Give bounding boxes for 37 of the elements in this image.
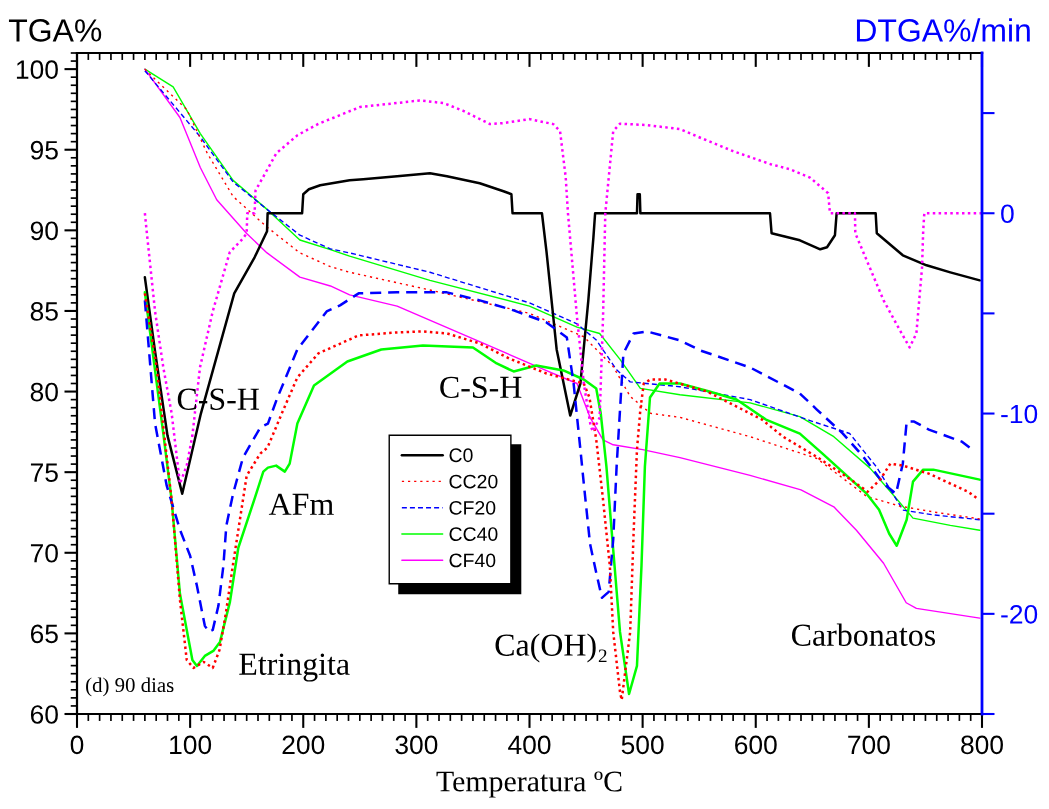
legend-label: CF20 [449, 500, 496, 515]
annotation: Ca(OH)₂ [495, 633, 607, 663]
y-axis-title: TGA% [8, 19, 102, 42]
legend-label: CF40 [449, 553, 496, 568]
legend-label: CC20 [449, 474, 498, 489]
x-axis-title: Temperatura ºC [436, 771, 622, 798]
x-tick-label: 0 [70, 735, 84, 755]
x-tick-label: 200 [282, 735, 325, 755]
annotation: Etringita [239, 653, 350, 682]
line-series [143, 171, 981, 495]
x-tick-label: 700 [848, 735, 890, 755]
x-tick-label: 400 [508, 735, 551, 755]
y2-tick-label: 0 [1001, 204, 1014, 224]
y2-tick-label: -20 [1001, 604, 1038, 624]
y2-tick-label: -10 [1001, 404, 1038, 424]
legend-label: CC40 [449, 527, 498, 542]
legend-label: C0 [449, 448, 473, 463]
x-tick-label: 300 [395, 735, 438, 755]
x-tick-label: 600 [735, 735, 777, 755]
y-tick-label: 90 [30, 221, 58, 241]
annotation: Carbonatos [792, 623, 936, 646]
y-tick-label: 80 [30, 382, 58, 402]
x-tick-label: 100 [170, 735, 212, 755]
annotation: C-S-H [440, 376, 522, 399]
y2-axis-title: DTGA%/min [856, 18, 1030, 42]
annotation: (d) 90 dias [86, 677, 174, 697]
annotation: AFm [268, 493, 334, 515]
y-tick-label: 100 [16, 60, 58, 79]
y-tick-label: 95 [30, 140, 58, 160]
x-tick-label: 800 [961, 735, 1003, 755]
y-tick-label: 70 [30, 543, 58, 563]
y-tick-label: 75 [30, 463, 58, 482]
y-tick-label: 65 [30, 624, 58, 644]
y-tick-label: 60 [30, 705, 58, 724]
y-tick-label: 85 [30, 302, 58, 321]
line-series [144, 68, 981, 619]
x-tick-label: 500 [621, 735, 664, 755]
